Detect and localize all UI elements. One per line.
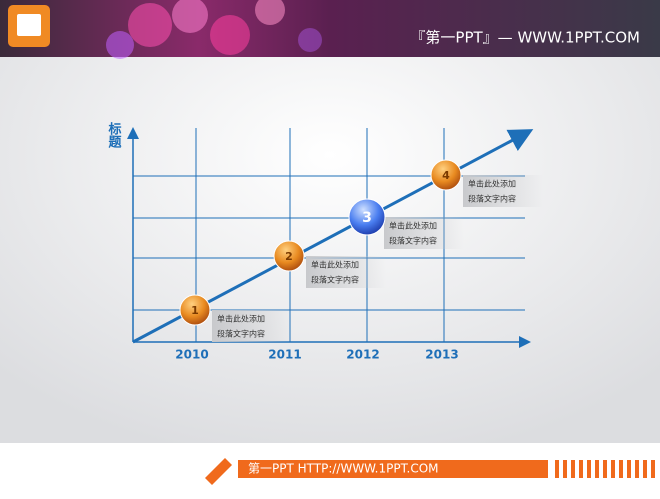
footer-stripe xyxy=(619,460,623,478)
milestone-text: 单击此处添加 xyxy=(217,314,265,324)
milestone-text: 单击此处添加 xyxy=(311,260,359,270)
year-label: 2011 xyxy=(268,348,301,362)
footer-stripe xyxy=(635,460,639,478)
milestone-text: 段落文字内容 xyxy=(311,275,359,285)
milestone-orb xyxy=(430,159,462,191)
footer-stripe xyxy=(579,460,583,478)
footer-stripe xyxy=(643,460,647,478)
footer-stripe xyxy=(587,460,591,478)
footer-stripe xyxy=(603,460,607,478)
footer-text: 第一PPT HTTP://WWW.1PPT.COM xyxy=(248,462,439,476)
footer-stripe xyxy=(563,460,567,478)
background xyxy=(0,0,660,443)
pencil-icon xyxy=(205,458,232,485)
milestone-orb xyxy=(179,294,211,326)
milestone-number: 2 xyxy=(285,250,293,263)
milestone-text: 段落文字内容 xyxy=(217,329,265,339)
milestone-number: 3 xyxy=(362,210,372,226)
milestone-text: 单击此处添加 xyxy=(389,221,437,231)
footer-stripe xyxy=(595,460,599,478)
footer-stripe xyxy=(555,460,559,478)
milestone-orb xyxy=(273,240,305,272)
milestone-orb xyxy=(348,198,386,236)
year-label: 2012 xyxy=(346,348,379,362)
footer-stripe xyxy=(611,460,615,478)
text-box xyxy=(212,310,292,342)
footer-bar xyxy=(238,460,548,478)
footer-stripe xyxy=(571,460,575,478)
text-box xyxy=(463,175,543,207)
milestone-text: 段落文字内容 xyxy=(468,194,516,204)
footer-stripe xyxy=(627,460,631,478)
milestone-number: 1 xyxy=(191,304,199,317)
milestone-text: 单击此处添加 xyxy=(468,179,516,189)
year-label: 2013 xyxy=(425,348,458,362)
text-box xyxy=(384,217,464,249)
logo-glyph xyxy=(17,14,41,36)
y-label: 标题 xyxy=(106,121,123,149)
brand: 『第一PPT』— WWW.1PPT.COM xyxy=(410,29,640,47)
year-label: 2010 xyxy=(175,348,208,362)
text-box xyxy=(306,256,386,288)
bokeh xyxy=(106,0,322,59)
milestone-text: 段落文字内容 xyxy=(389,236,437,246)
footer-stripe xyxy=(651,460,655,478)
milestone-number: 4 xyxy=(442,169,450,182)
